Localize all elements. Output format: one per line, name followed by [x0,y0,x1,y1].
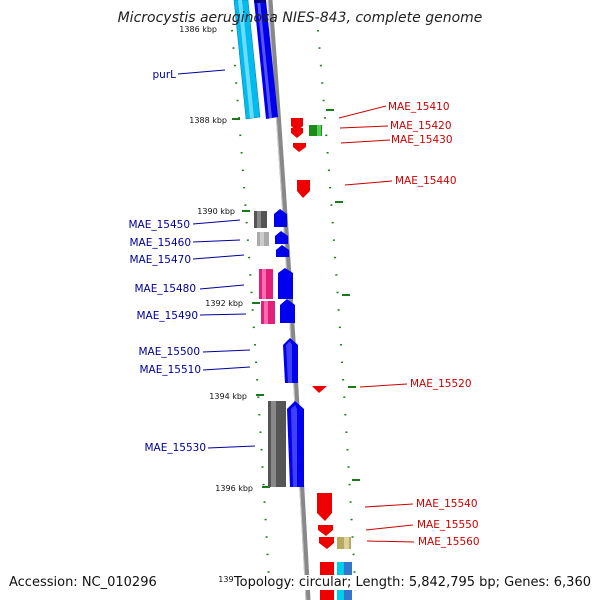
gene-MAE_15540[interactable] [317,493,332,521]
genome-backbone [267,0,311,600]
label-MAE_15430[interactable]: MAE_15430 [391,134,453,146]
gene-MAE_15550[interactable] [318,525,333,536]
gene-blue-15480[interactable] [278,268,293,299]
connector-line [366,540,415,543]
topology-text: Topology: circular; Length: 5,842,795 bp… [233,575,591,590]
tick-marks [232,109,360,580]
gene-MAE_15420-a[interactable] [291,128,303,138]
tick-label: 1392 kbp [205,299,243,308]
tick-label: 1388 kbp [189,116,227,125]
connector-line [207,445,256,449]
gene-MAE_15560-red[interactable] [319,537,334,549]
label-MAE_15460[interactable]: MAE_15460 [129,237,191,249]
gene-MAE_15430[interactable] [293,143,306,152]
connector-line [359,383,408,388]
gene-blue-15450[interactable] [274,209,287,227]
gene-MAE_15440[interactable] [297,180,310,198]
tick-label: 1394 kbp [209,392,247,401]
label-MAE_15510[interactable]: MAE_15510 [139,364,201,376]
connector-line [199,313,247,316]
gene-MAE_15420[interactable] [309,125,322,136]
connector-line [365,524,414,531]
gene-MAE_15410[interactable] [291,118,303,131]
connector-line [199,284,245,290]
label-MAE_15440[interactable]: MAE_15440 [395,175,457,187]
connector-line [202,366,251,371]
gene-MAE_15470[interactable] [276,245,289,257]
tick-label: 1396 kbp [215,484,253,493]
connector-line [192,219,241,225]
connector-line [340,139,391,144]
label-MAE_15490[interactable]: MAE_15490 [136,310,198,322]
connector-line [338,105,387,119]
connector-line [339,125,389,129]
connector-line [202,349,251,353]
label-MAE_15540[interactable]: MAE_15540 [416,498,478,510]
gene-blue-15460[interactable] [275,231,288,244]
connector-line [344,180,393,186]
page-title: Microcystis aeruginosa NIES-843, complet… [117,10,483,26]
forward-genes [233,0,352,600]
connector-line [364,503,414,508]
gene-MAE_15520[interactable] [312,386,327,393]
label-MAE_15500[interactable]: MAE_15500 [138,346,200,358]
label-purL[interactable]: purL [153,69,177,81]
label-MAE_15550[interactable]: MAE_15550 [417,519,479,531]
label-MAE_15530[interactable]: MAE_15530 [144,442,206,454]
accession-text: Accession: NC_010296 [9,575,157,590]
label-MAE_15560[interactable]: MAE_15560 [418,536,480,548]
connector-line [192,239,241,243]
label-MAE_15520[interactable]: MAE_15520 [410,378,472,390]
tick-label: 1386 kbp [179,25,217,34]
label-MAE_15420[interactable]: MAE_15420 [390,120,452,132]
label-MAE_15450[interactable]: MAE_15450 [128,219,190,231]
connector-line [177,69,226,75]
label-MAE_15470[interactable]: MAE_15470 [129,254,191,266]
label-MAE_15480[interactable]: MAE_15480 [134,283,196,295]
label-MAE_15410[interactable]: MAE_15410 [388,101,450,113]
gene-blue-15490[interactable] [280,299,295,323]
tick-label: 1390 kbp [197,207,235,216]
reverse-genes [291,118,351,600]
connector-line [192,254,245,260]
gene-MAE_15530[interactable] [268,401,286,487]
